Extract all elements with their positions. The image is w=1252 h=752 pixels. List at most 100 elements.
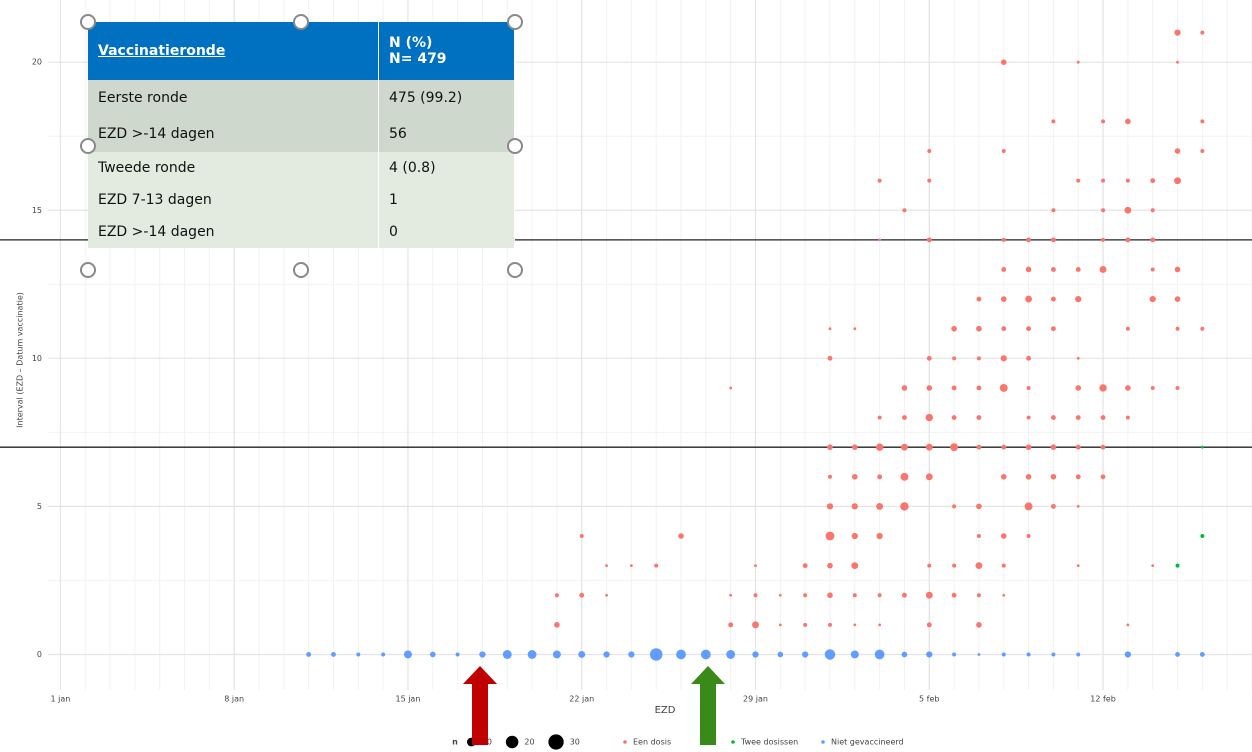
x-axis-title: EZD [655,705,676,716]
point [1075,267,1081,272]
point [853,327,857,331]
point [778,623,782,627]
point [874,649,885,660]
point [850,650,859,659]
point [1001,326,1007,332]
point [628,651,635,658]
x-tick-label: 15 jan [395,695,420,704]
y-tick-label: 10 [32,354,42,363]
cell: EZD >-14 dagen [88,116,379,152]
point [1175,652,1180,657]
point [729,386,733,390]
point [752,651,759,658]
point [502,650,512,659]
point [678,533,684,539]
size-legend-symbol [548,734,564,750]
point [1002,593,1006,597]
header-cell: N (%) N= 479 [378,22,515,80]
point [1175,563,1180,568]
point [527,650,537,659]
point [976,415,982,420]
point [902,592,907,598]
point [605,564,608,568]
y-tick-label: 5 [37,502,42,511]
point [1126,623,1130,627]
cell: Eerste ronde [88,80,379,116]
point [878,238,882,242]
overlay-table: Vaccinatieronde N (%) N= 479 Eerste ronde… [88,22,515,248]
point [1000,473,1007,480]
point [1075,385,1082,391]
point [1001,267,1007,272]
point [1099,266,1107,273]
point [1075,295,1082,303]
point [951,592,957,598]
point [1150,267,1155,272]
point [976,534,981,538]
point [1125,237,1131,243]
point [1026,534,1031,538]
point [1050,296,1056,302]
point [1200,445,1204,449]
point [926,385,933,391]
point [950,443,959,452]
point [701,649,711,660]
point [925,591,933,599]
header-cell: Vaccinatieronde [88,22,379,80]
x-tick-label: 22 jan [569,695,594,704]
x-tick-label: 5 feb [919,695,939,704]
point [827,562,833,569]
point [976,356,981,361]
point [579,534,584,538]
cell: 1 [378,184,515,216]
cell: Tweede ronde [88,152,379,184]
point [1125,178,1130,183]
point [878,623,882,627]
point [852,444,858,450]
point [926,237,932,243]
point [1050,503,1056,509]
point [976,503,982,510]
point [977,653,981,656]
legend-label: Twee dosissen [740,738,798,747]
point [803,593,808,598]
legend-symbol [731,740,735,744]
point [1076,178,1081,183]
cell: 4 (0.8) [378,152,515,184]
point [976,296,982,302]
cell: 0 [378,216,515,248]
point [1050,237,1056,243]
cell: 475 (99.2) [378,80,515,116]
point [381,652,386,657]
point [1001,149,1006,154]
red-arrow [463,666,497,745]
point [951,385,957,391]
point [952,504,957,509]
point [877,474,883,480]
point [1001,652,1006,657]
point [802,563,808,569]
point [1200,30,1205,35]
point [778,593,782,597]
point [1101,208,1106,213]
point [1100,474,1106,480]
point [826,503,834,510]
point [926,355,932,361]
point [1026,415,1031,420]
y-axis-title: Interval (EZD – Datum vaccinatie) [16,292,25,428]
point [875,443,884,451]
point [828,327,832,331]
point [479,651,486,658]
legend-symbol [821,740,825,744]
point [927,563,932,568]
point [824,649,836,660]
point [777,651,784,658]
point [1101,119,1106,124]
point [753,593,758,598]
point [927,149,932,154]
point [976,622,982,628]
point [654,563,659,568]
table-row: EZD >-14 dagen 56 [88,116,515,152]
point [603,651,610,658]
